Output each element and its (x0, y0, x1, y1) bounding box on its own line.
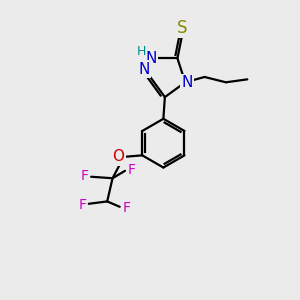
Text: H: H (136, 45, 146, 58)
Text: F: F (128, 163, 136, 177)
Text: S: S (177, 19, 188, 37)
Text: F: F (81, 169, 88, 183)
Text: F: F (78, 198, 86, 212)
Text: N: N (145, 51, 157, 66)
Text: F: F (122, 201, 130, 215)
Text: O: O (112, 149, 124, 164)
Text: N: N (139, 61, 150, 76)
Text: N: N (181, 75, 192, 90)
